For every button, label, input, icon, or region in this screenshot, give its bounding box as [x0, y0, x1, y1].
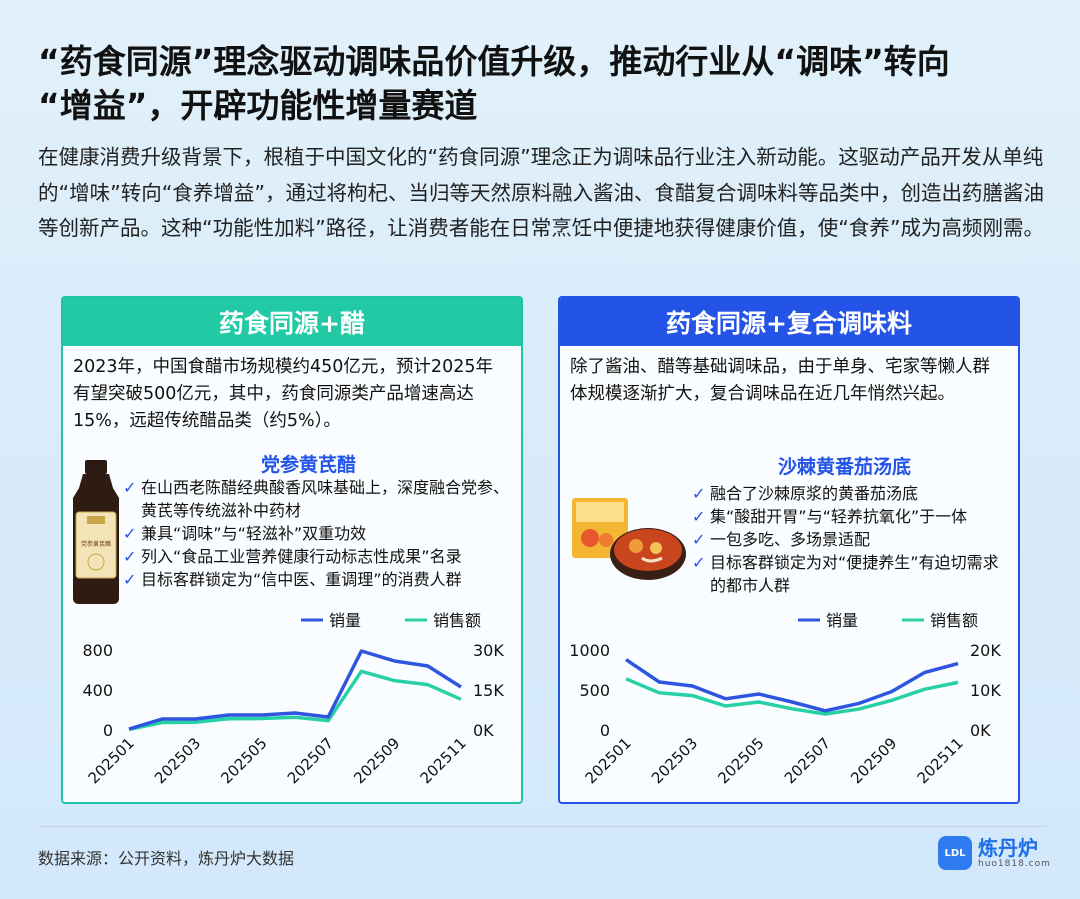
y-right-tick-label: 15K [473, 681, 504, 700]
check-icon: ✓ [123, 570, 137, 589]
list-item: ✓ 目标客群锁定为对“便捷养生”有迫切需求的都市人群 [692, 553, 999, 595]
list-item: ✓ 集“酸甜开胃”与“轻养抗氧化”于一体 [692, 507, 968, 526]
series-line-销售额 [625, 677, 959, 716]
series-line-销量 [625, 658, 959, 713]
vinegar-bottle-image: 党参黄芪醋 [73, 460, 119, 604]
panel-vinegar-title: 药食同源+醋 [63, 298, 521, 346]
check-icon: ✓ [692, 553, 706, 572]
logo-url: huo1818.com [978, 859, 1051, 869]
y-right-tick-label: 0K [473, 721, 494, 740]
x-tick-label: 202501 [582, 734, 635, 787]
soup-product-title: 沙棘黄番茄汤底 [778, 456, 912, 478]
y-left-tick-label: 800 [82, 641, 113, 660]
data-source: 数据来源：公开资料，炼丹炉大数据 [38, 849, 295, 868]
x-tick-label: 202511 [914, 734, 967, 787]
intro-paragraph: 在健康消费升级背景下，根植于中国文化的“药食同源”理念正为调味品行业注入新动能。… [38, 145, 1044, 240]
list-item: ✓ 兼具“调味”与“轻滋补”双重功效 [123, 524, 367, 543]
vinegar-product-title: 党参黄芪醋 [261, 454, 357, 476]
x-tick-label: 202505 [714, 734, 767, 787]
page-title: “药食同源”理念驱动调味品价值升级，推动行业从“调味”转向 “增益”，开辟功能性… [38, 40, 1048, 128]
series-line-销售额 [128, 669, 462, 732]
y-left-tick-label: 0 [103, 721, 113, 740]
panel-vinegar: 药食同源+醋 2023年，中国食醋市场规模约450亿元，预计2025年有望突破5… [61, 296, 523, 804]
y-right-tick-label: 20K [970, 641, 1001, 660]
list-item: ✓ 目标客群锁定为“信中医、重调理”的消费人群 [123, 570, 462, 589]
soup-base-image [572, 498, 686, 580]
x-tick-label: 202505 [217, 734, 270, 787]
vinegar-bullets: ✓ 在山西老陈醋经典酸香风味基础上，深度融合党参、黄芪等传统滋补中药材 ✓ 兼具“调… [123, 476, 519, 591]
series-line-销量 [128, 649, 462, 731]
check-icon: ✓ [692, 484, 706, 503]
y-right-tick-label: 10K [970, 681, 1001, 700]
page-title-line2: “增益”，开辟功能性增量赛道 [38, 86, 478, 125]
x-tick-label: 202507 [781, 734, 834, 787]
legend-label: 销量 [826, 611, 858, 630]
legend-item: 销量 [301, 611, 361, 630]
check-icon: ✓ [692, 530, 706, 549]
legend-item: 销售额 [902, 611, 978, 630]
y-left-tick-label: 0 [600, 721, 610, 740]
x-tick-label: 202509 [847, 734, 900, 787]
y-right-tick-label: 0K [970, 721, 991, 740]
check-icon: ✓ [123, 524, 137, 543]
page-title-line1: “药食同源”理念驱动调味品价值升级，推动行业从“调味”转向 [38, 42, 950, 81]
legend-label: 销量 [329, 611, 361, 630]
legend-item: 销售额 [405, 611, 481, 630]
footer-divider [38, 826, 1046, 827]
y-right-tick-label: 30K [473, 641, 504, 660]
logo-name: 炼丹炉 [978, 836, 1038, 860]
panel-compound-desc: 除了酱油、醋等基础调味品，由于单身、宅家等懒人群体规模逐渐扩大，复合调味品在近几… [570, 357, 990, 404]
x-tick-label: 202509 [350, 734, 403, 787]
x-tick-label: 202507 [284, 734, 337, 787]
check-icon: ✓ [123, 547, 137, 566]
y-left-tick-label: 500 [579, 681, 610, 700]
panel-vinegar-desc: 2023年，中国食醋市场规模约450亿元，预计2025年有望突破500亿元，其中… [73, 357, 493, 431]
compound-line-chart: 销量 销售额 0 500 1000 0K 10K 20K 202501 202503 202505 2… [569, 611, 1001, 787]
x-tick-label: 202503 [648, 734, 701, 787]
logo-icon: LDL [938, 836, 972, 870]
soup-bullets: ✓ 融合了沙棘原浆的黄番茄汤底 ✓ 集“酸甜开胃”与“轻养抗氧化”于一体 ✓ 一包多吃… [692, 482, 1014, 597]
check-icon: ✓ [692, 507, 706, 526]
x-tick-label: 202501 [85, 734, 138, 787]
bottle-label: 党参黄芪醋 [81, 540, 111, 548]
legend-label: 销售额 [433, 611, 481, 630]
x-tick-label: 202511 [417, 734, 470, 787]
list-item: ✓ 融合了沙棘原浆的黄番茄汤底 [692, 484, 919, 503]
brand-logo: LDL 炼丹炉 huo1818.com [938, 836, 1051, 870]
list-item: ✓ 列入“食品工业营养健康行动标志性成果”名录 [123, 547, 462, 566]
y-left-tick-label: 1000 [569, 641, 610, 660]
y-left-tick-label: 400 [82, 681, 113, 700]
check-icon: ✓ [123, 478, 137, 497]
x-tick-label: 202503 [151, 734, 204, 787]
list-item: ✓ 在山西老陈醋经典酸香风味基础上，深度融合党参、黄芪等传统滋补中药材 [123, 478, 510, 520]
panel-compound-seasoning: 药食同源+复合调味料 除了酱油、醋等基础调味品，由于单身、宅家等懒人群体规模逐渐… [558, 296, 1020, 804]
vinegar-line-chart: 销量 销售额 0 400 800 0K 15K 30K 202501 202503 202505 20… [82, 611, 504, 787]
legend-label: 销售额 [930, 611, 978, 630]
panel-compound-title: 药食同源+复合调味料 [560, 298, 1018, 346]
list-item: ✓ 一包多吃、多场景适配 [692, 530, 871, 549]
legend-item: 销量 [798, 611, 858, 630]
